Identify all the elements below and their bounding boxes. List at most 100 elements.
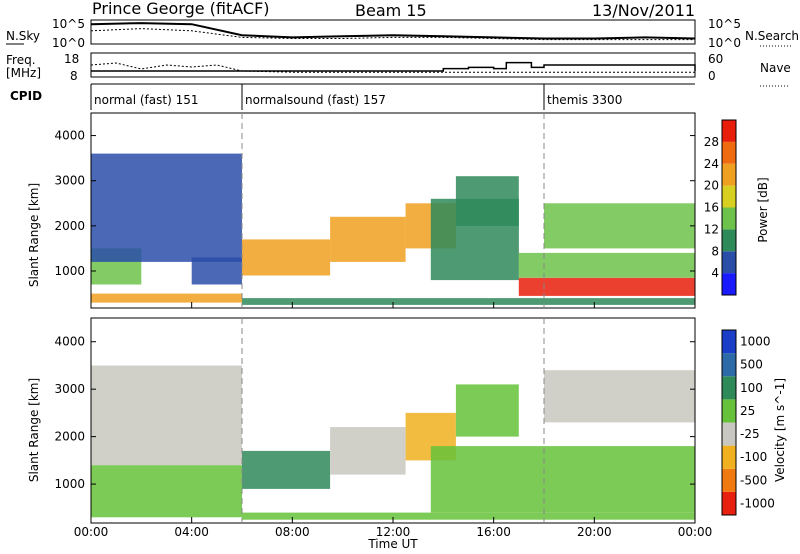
power-cb-tick-0: 4 <box>711 266 719 280</box>
heat-cell-4 <box>242 239 331 276</box>
freq-series <box>90 61 696 73</box>
heat-cell-7 <box>544 370 695 423</box>
power-cb-tick-3: 16 <box>704 201 719 215</box>
velocity-ylabel: Slant Range [km] <box>27 378 41 482</box>
time-tick-label-4: 16:00 <box>476 525 511 539</box>
vel-cb-swatch-0 <box>722 491 736 515</box>
time-tick-label-0: 00:00 <box>74 525 109 539</box>
time-tick-label-5: 20:00 <box>577 525 612 539</box>
heat-cell-3 <box>330 427 406 475</box>
power-colorbar-label: Power [dB] <box>756 177 770 242</box>
power-cb-swatch-3 <box>722 207 736 230</box>
power-axis: 1000 2000 3000 4000 <box>54 113 695 308</box>
sky-panel-frame <box>90 19 696 45</box>
freq-label: Freq. <box>6 53 36 67</box>
nave-label: Nave <box>760 61 791 75</box>
date-title: 13/Nov/2011 <box>592 1 695 20</box>
velAxis-tick-label-2: 3000 <box>54 382 85 396</box>
vel-cb-swatch-7 <box>722 330 736 354</box>
sky-left-tick-bottom: 10^0 <box>52 36 85 50</box>
vel-cb-tick-1: 500 <box>740 358 763 372</box>
power-cb-swatch-4 <box>722 185 736 208</box>
cpid-segment-0: normal (fast) 151 <box>94 93 198 107</box>
vel-cb-swatch-1 <box>722 468 736 492</box>
cpid-label: CPID <box>10 89 42 103</box>
powerAxis-tick-label-0: 1000 <box>54 264 85 278</box>
heat-cell-9 <box>518 277 695 296</box>
powerAxis-tick-label-2: 3000 <box>54 174 85 188</box>
power-cb-tick-4: 20 <box>704 179 719 193</box>
sky-right-tick-top: 10^5 <box>708 17 741 31</box>
heat-cell-8 <box>242 512 695 520</box>
freq-tick-top: 18 <box>64 52 79 66</box>
cpid-segments: normal (fast) 151 normalsound (fast) 157 t… <box>90 84 622 110</box>
time-axis: 00:00 04:00 08:00 12:00 16:00 20:00 00:00 <box>74 302 713 539</box>
sky-series-line-1 <box>90 28 695 41</box>
power-cb-swatch-7 <box>722 120 736 142</box>
sky-series-line-0 <box>90 22 696 40</box>
vel-cb-tick-7: -1000 <box>740 496 775 510</box>
powerAxis-tick-label-1: 2000 <box>54 219 85 233</box>
power-cb-swatch-5 <box>722 163 736 186</box>
nave-tick-bottom: 0 <box>708 69 716 83</box>
time-tick-label-6: 00:00 <box>678 525 713 539</box>
power-cb-tick-2: 12 <box>704 222 719 236</box>
sky-left-tick-top: 10^5 <box>52 17 85 31</box>
heat-cell-8 <box>455 176 519 226</box>
vel-cb-tick-3: 25 <box>740 404 755 418</box>
time-tick-label-3: 12:00 <box>376 525 411 539</box>
vel-cb-tick-2: 100 <box>740 381 763 395</box>
freq-step-line <box>91 61 696 72</box>
heat-cell-6 <box>430 446 695 513</box>
power-cb-frame <box>721 119 737 296</box>
sky-right-label: N.Search <box>745 29 799 43</box>
power-ylabel: Slant Range [km] <box>27 183 41 287</box>
power-cb-swatch-2 <box>722 229 736 252</box>
vel-cb-frame <box>721 329 737 516</box>
velAxis-tick-label-3: 4000 <box>54 335 85 349</box>
heat-cell-12 <box>242 298 695 305</box>
velocity-heatmap <box>91 365 695 520</box>
powerAxis-tick-label-3: 4000 <box>54 129 85 143</box>
power-colorbar: 4 8 12 16 20 24 28 <box>704 119 737 296</box>
cpid-segment-2: themis 3300 <box>547 93 622 107</box>
heat-cell-2 <box>91 153 242 262</box>
freq-tick-bottom: 8 <box>70 69 78 83</box>
time-tick-label-1: 04:00 <box>174 525 209 539</box>
vel-cb-swatch-5 <box>722 376 736 400</box>
power-cb-tick-5: 24 <box>704 157 719 171</box>
velAxis-tick-label-0: 1000 <box>54 477 85 491</box>
heat-cell-3 <box>191 257 242 285</box>
vel-cb-swatch-2 <box>722 445 736 469</box>
vel-cb-swatch-3 <box>722 422 736 446</box>
nave-line <box>90 62 695 73</box>
power-heatmap <box>91 153 695 305</box>
velocity-axis: 1000 2000 3000 4000 <box>54 318 695 523</box>
vel-cb-swatch-6 <box>722 353 736 377</box>
power-cb-swatch-1 <box>722 251 736 274</box>
heat-cell-2 <box>242 450 331 489</box>
vel-cb-swatch-4 <box>722 399 736 423</box>
velocity-colorbar: 1000 500 100 25 -25 -100 -500 -1000 <box>721 329 775 516</box>
heat-cell-1 <box>91 365 242 466</box>
vel-cb-tick-5: -100 <box>740 450 767 464</box>
heat-cell-5 <box>330 216 406 262</box>
heat-cell-0 <box>91 293 242 303</box>
heat-cell-0 <box>91 465 242 518</box>
cpid-segment-1: normalsound (fast) 157 <box>245 93 386 107</box>
velocity-colorbar-label: Velocity [m s^-1] <box>773 378 787 482</box>
heat-cell-11 <box>544 203 695 249</box>
sky-right-tick-bottom: 10^0 <box>708 36 741 50</box>
station-title: Prince George (fitACF) <box>92 0 270 18</box>
power-cb-swatch-0 <box>722 273 736 295</box>
velAxis-tick-label-1: 2000 <box>54 430 85 444</box>
heat-cell-5 <box>455 384 519 437</box>
vel-cb-tick-6: -500 <box>740 473 767 487</box>
time-axis-label: Time UT <box>367 537 418 551</box>
vel-cb-tick-0: 1000 <box>740 335 771 349</box>
time-tick-label-2: 08:00 <box>275 525 310 539</box>
power-cb-tick-1: 8 <box>711 244 719 258</box>
sky-series <box>90 22 696 41</box>
nave-tick-top: 60 <box>708 52 723 66</box>
